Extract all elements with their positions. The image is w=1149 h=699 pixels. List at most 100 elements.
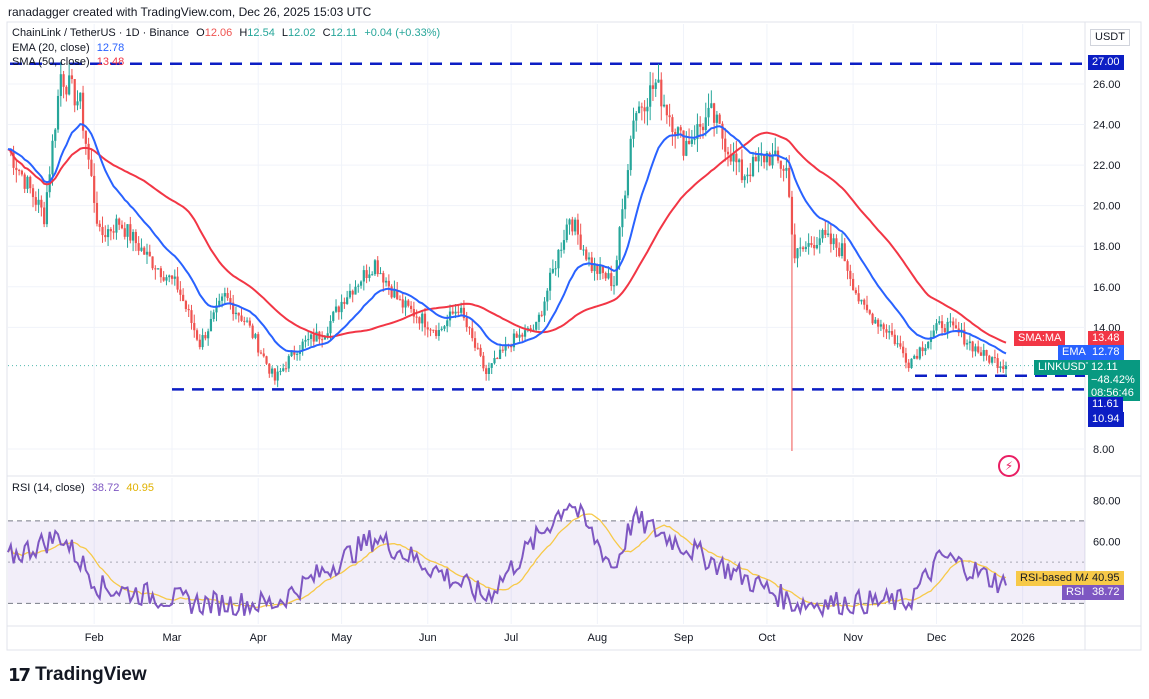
candle-body: [184, 301, 188, 309]
candle-body: [885, 329, 888, 333]
candle-body: [56, 95, 60, 130]
candle-body: [968, 341, 971, 344]
candle-body: [365, 270, 368, 279]
candle-body: [223, 293, 226, 297]
candle-body: [679, 127, 682, 131]
candle-body: [257, 334, 260, 353]
rsi-legend-value: 38.72: [91, 482, 120, 494]
candle-body: [546, 290, 549, 302]
candle-body: [126, 224, 129, 237]
candle-body: [176, 276, 179, 290]
candle-body: [393, 289, 396, 298]
candle-body: [409, 305, 413, 310]
candle-body: [276, 371, 279, 381]
candle-body: [357, 285, 360, 287]
candle-body: [988, 355, 991, 363]
candle-body: [779, 160, 782, 169]
candle-body: [18, 170, 21, 172]
sma-50-line: [7, 131, 1007, 344]
candle-body: [232, 302, 235, 315]
candle-body: [982, 349, 985, 356]
candle-body: [824, 229, 827, 235]
candle-body: [109, 229, 112, 232]
candle-body: [387, 280, 390, 287]
price-tick-label: 20.00: [1093, 201, 1121, 213]
candle-body: [293, 350, 296, 355]
sma-legend[interactable]: SMA (50, close) 13.48: [12, 56, 128, 68]
candle-body: [79, 92, 82, 102]
candle-body: [999, 366, 1002, 368]
candle-body: [774, 150, 777, 155]
time-axis: Feb Mar Apr May Jun Jul Aug Sep Oct Nov Dec 2026: [85, 632, 1035, 644]
candle-body: [43, 207, 46, 225]
tradingview-brand: TradingView: [35, 664, 147, 685]
candle-body: [626, 170, 630, 196]
candle-body: [612, 285, 616, 287]
candle-body: [20, 170, 23, 175]
candle-body: [749, 174, 752, 177]
candle-body: [674, 131, 677, 136]
candle-body: [421, 313, 424, 324]
candle-body: [440, 328, 443, 330]
rsi-ma-tag-name: RSI-based MA: [1016, 571, 1096, 586]
candle-body: [162, 277, 165, 281]
rsi-tick-label: 80.00: [1093, 495, 1121, 507]
candle-body: [760, 154, 763, 156]
candle-body: [996, 358, 999, 368]
candle-body: [601, 265, 605, 273]
time-tick-label: Apr: [250, 632, 267, 644]
candle-body: [515, 333, 518, 338]
candle-body: [498, 349, 502, 359]
candle-body: [106, 229, 110, 238]
candle-body: [354, 286, 357, 295]
candle-body: [168, 275, 171, 278]
candle-body: [371, 274, 374, 276]
candle-body: [724, 138, 727, 152]
tradingview-logo: 𝟭𝟳 TradingView: [8, 664, 147, 686]
candle-body: [707, 107, 710, 118]
candle-body: [840, 243, 844, 257]
candle-body: [537, 314, 541, 322]
candle-body: [671, 117, 674, 132]
symbol-price: 12.11: [1091, 361, 1118, 373]
ema-tag-name: EMA: [1058, 345, 1090, 360]
candle-body: [65, 86, 68, 95]
candle-body: [829, 233, 832, 245]
price-tick-label: 26.00: [1093, 79, 1121, 91]
candle-body: [991, 357, 994, 363]
candle-body: [12, 152, 15, 168]
ema-legend-value: 12.78: [96, 42, 125, 54]
candle-body: [129, 224, 132, 241]
ohlc-high: H12.54: [239, 27, 275, 39]
candle-body: [332, 311, 335, 322]
currency-label[interactable]: USDT: [1090, 29, 1130, 46]
ema-legend[interactable]: EMA (20, close) 12.78: [12, 42, 128, 54]
lightning-icon[interactable]: ⚡: [998, 455, 1020, 477]
candle-body: [607, 273, 610, 279]
rsi-legend[interactable]: RSI (14, close) 38.72 40.95: [12, 482, 158, 494]
candle-body: [26, 176, 29, 189]
candle-body: [240, 315, 243, 321]
candle-body: [510, 345, 513, 348]
candle-body: [382, 273, 385, 283]
candle-body: [732, 153, 735, 162]
candle-body: [407, 300, 410, 306]
candle-body: [696, 124, 699, 140]
candle-body: [54, 129, 57, 141]
candle-body: [551, 268, 554, 273]
time-tick-label: Dec: [927, 632, 947, 644]
candle-body: [726, 151, 730, 155]
candle-body: [713, 103, 716, 123]
candle-body: [793, 234, 796, 259]
candle-body: [651, 85, 655, 89]
candle-body: [226, 293, 229, 299]
candle-body: [218, 300, 221, 306]
candle-body: [940, 321, 944, 329]
candle-body: [237, 312, 240, 316]
candle-body: [935, 323, 938, 331]
candle-body: [179, 289, 182, 295]
candle-body: [685, 140, 688, 156]
candle-body: [59, 74, 62, 96]
candle-body: [209, 318, 213, 332]
rsi-line: [7, 502, 1007, 619]
